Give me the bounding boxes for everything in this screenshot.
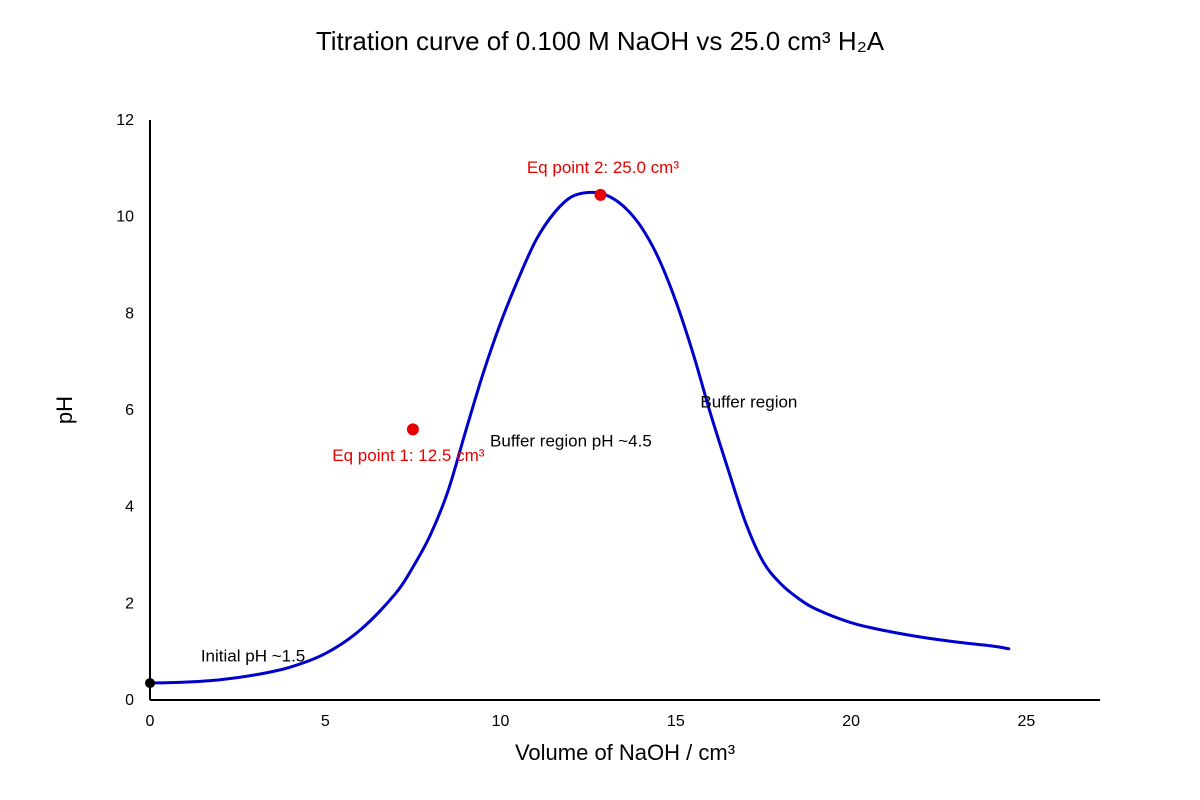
x-tick-label: 15 <box>667 713 685 730</box>
equivalence-1-point <box>406 423 419 436</box>
eq1-annotation: Eq point 1: 12.5 cm³ <box>332 446 484 465</box>
initial-point <box>145 678 155 689</box>
x-tick-label: 0 <box>146 713 155 730</box>
x-tick-label: 20 <box>842 713 860 730</box>
annotations-layer: Initial pH ~1.5 Eq point 1: 12.5 cm³ Buffe… <box>201 158 798 665</box>
y-tick-label: 8 <box>125 305 134 322</box>
buffer2-annotation: Buffer region <box>700 393 797 412</box>
y-tick-label: 6 <box>125 402 134 419</box>
x-tick-label: 5 <box>321 713 330 730</box>
y-tick-label: 0 <box>125 692 134 709</box>
y-axis-title: pH <box>52 396 77 424</box>
x-tick-label: 10 <box>492 713 510 730</box>
eq2-annotation: Eq point 2: 25.0 cm³ <box>527 158 679 177</box>
x-axis-ticks: 0 5 10 15 20 25 <box>146 713 1036 730</box>
y-tick-label: 2 <box>125 595 134 612</box>
y-tick-label: 12 <box>116 112 134 129</box>
chart-axes <box>149 120 1100 701</box>
equivalence-2-point <box>594 188 607 201</box>
y-tick-label: 10 <box>116 209 134 226</box>
data-points-layer <box>145 188 607 689</box>
initial-annotation: Initial pH ~1.5 <box>201 646 305 665</box>
x-axis-title: Volume of NaOH / cm³ <box>515 740 735 765</box>
buffer1-annotation: Buffer region pH ~4.5 <box>490 431 652 450</box>
chart-title: Titration curve of 0.100 M NaOH vs 25.0 … <box>316 26 885 56</box>
x-tick-label: 25 <box>1017 713 1035 730</box>
y-tick-label: 4 <box>125 499 134 516</box>
y-axis-ticks: 0 2 4 6 8 10 12 <box>116 112 134 709</box>
